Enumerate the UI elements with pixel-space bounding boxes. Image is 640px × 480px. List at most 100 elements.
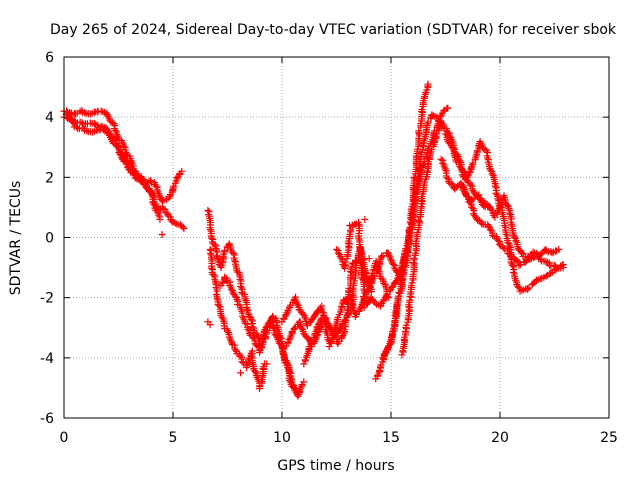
data-point (155, 211, 163, 219)
data-point (238, 358, 246, 366)
series-track-p (457, 182, 567, 272)
x-tick-label: 25 (600, 430, 618, 446)
data-point (437, 155, 445, 163)
data-point (227, 285, 235, 293)
data-point (392, 278, 399, 286)
data-point (483, 154, 491, 162)
data-point (247, 353, 255, 361)
data-point (467, 181, 475, 189)
data-point (168, 217, 176, 225)
data-point (542, 272, 550, 280)
data-point (494, 236, 502, 244)
data-point (346, 221, 354, 229)
data-point (509, 268, 517, 276)
data-point (155, 192, 163, 200)
data-point (439, 159, 447, 167)
data-point (365, 255, 373, 263)
data-point (212, 251, 220, 259)
data-point (518, 249, 526, 257)
data-point (286, 377, 294, 385)
data-point (212, 290, 220, 298)
data-point (371, 299, 379, 307)
data-point (419, 108, 427, 116)
data-point (463, 191, 471, 199)
chart-title: Day 265 of 2024, Sidereal Day-to-day VTE… (50, 22, 617, 38)
data-point (357, 255, 365, 263)
data-point (547, 269, 555, 277)
data-point (402, 321, 410, 329)
data-point (289, 383, 297, 391)
data-point (293, 300, 301, 308)
data-point (291, 296, 299, 304)
data-point (120, 142, 128, 150)
data-point (251, 340, 259, 348)
data-point (251, 368, 259, 376)
data-point (320, 314, 328, 322)
data-point (510, 233, 518, 241)
y-tick-label: -6 (40, 411, 54, 427)
data-point (226, 281, 234, 289)
data-point (454, 151, 462, 159)
data-point (428, 146, 436, 154)
data-point (301, 313, 309, 321)
data-point (256, 383, 264, 391)
data-point (444, 104, 452, 112)
data-point (156, 215, 164, 223)
data-point (97, 122, 105, 130)
y-tick-label: 6 (45, 50, 54, 66)
data-point (152, 182, 160, 190)
series-track-f (217, 273, 299, 395)
data-point (515, 283, 523, 291)
data-point (537, 255, 545, 263)
data-point (179, 223, 187, 231)
data-point (515, 261, 523, 269)
data-point (336, 324, 344, 332)
data-point (237, 369, 245, 377)
data-point (132, 170, 140, 178)
data-point (389, 260, 397, 268)
data-point (158, 230, 166, 238)
data-point (213, 294, 221, 302)
data-point (178, 167, 186, 175)
data-point (285, 336, 293, 344)
data-point (504, 239, 512, 247)
data-point (223, 276, 231, 284)
data-point (291, 387, 299, 395)
data-point (333, 246, 340, 254)
data-point (444, 128, 452, 136)
data-point (147, 177, 155, 185)
data-point (212, 283, 220, 291)
grid-lines (64, 57, 609, 418)
data-point (348, 299, 356, 307)
data-point (386, 255, 394, 263)
data-point (231, 346, 239, 354)
data-point (276, 333, 284, 341)
data-point (494, 195, 502, 203)
data-point (443, 174, 451, 182)
data-point (116, 150, 124, 158)
series-track-j (333, 80, 432, 311)
data-point (250, 365, 258, 373)
data-point (542, 258, 550, 266)
data-point (506, 242, 514, 250)
series-isolated (158, 215, 373, 377)
data-point (347, 226, 355, 234)
data-point (212, 244, 220, 252)
series-track-d (206, 246, 269, 393)
data-point (231, 256, 239, 264)
data-point (207, 249, 215, 257)
data-point (345, 284, 353, 292)
data-point (524, 285, 532, 293)
data-point (236, 275, 244, 283)
plot-frame (63, 56, 610, 419)
data-point (314, 321, 322, 329)
data-point (508, 252, 516, 260)
data-point (118, 138, 126, 146)
data-point (218, 313, 226, 321)
data-point (512, 237, 520, 245)
data-point (244, 325, 252, 333)
data-point (487, 205, 495, 213)
data-point (408, 279, 416, 287)
data-point (69, 118, 77, 126)
